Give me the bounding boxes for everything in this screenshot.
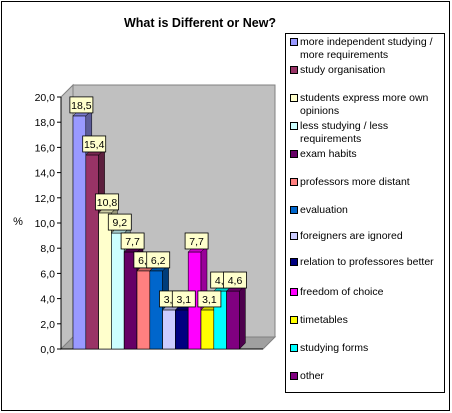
legend-item: relation to professores better (290, 256, 440, 269)
legend-swatch (290, 288, 298, 296)
side-wall (60, 83, 74, 351)
legend-swatch (290, 344, 298, 352)
legend-item: exam habits (290, 148, 440, 161)
data-label-box (171, 290, 196, 308)
legend-swatch (290, 178, 298, 186)
y-tick-label: 6,0 (40, 268, 55, 280)
data-label: 4,6 (228, 275, 243, 287)
legend-swatch (290, 94, 298, 102)
legend-item: study organisation (290, 64, 440, 77)
legend-item: less studying / less requirements (290, 120, 440, 145)
legend-label: exam habits (300, 148, 357, 160)
data-label: 7,7 (125, 236, 140, 248)
y-tick-label: 10,0 (35, 218, 56, 230)
legend-label: freedom of choice (300, 286, 384, 298)
bar-front (85, 154, 99, 350)
data-label-box (95, 193, 119, 211)
y-axis-label: % (13, 216, 23, 228)
legend-item: more independent studying / more require… (290, 36, 440, 61)
y-tick-label: 18,0 (35, 117, 56, 129)
legend-item: other (290, 370, 440, 383)
y-tick-label: 12,0 (35, 193, 56, 205)
legend: more independent studying / more require… (285, 33, 445, 393)
bar-front (162, 309, 176, 350)
legend-label: more independent studying / more require… (300, 36, 433, 61)
y-tick-label: 2,0 (40, 319, 55, 331)
bar-front (98, 212, 112, 350)
data-label: 18,5 (71, 100, 92, 112)
data-label: 3,1 (176, 294, 191, 306)
chart-title: What is Different or New? (124, 16, 276, 30)
legend-swatch (290, 150, 298, 158)
legend-label: study organisation (300, 64, 386, 76)
data-labels-group: 18,515,410,89,27,76,26,23,13,17,73,14,64… (69, 96, 247, 308)
legend-swatch (290, 206, 298, 214)
data-label-box (146, 251, 171, 269)
legend-swatch (290, 122, 298, 130)
data-label-box (107, 213, 132, 231)
y-tick-label: 8,0 (40, 243, 55, 255)
y-tick-label: 0,0 (40, 344, 55, 356)
legend-label: professors more distant (300, 176, 410, 188)
legend-item: evaluation (290, 204, 440, 217)
legend-swatch (290, 372, 298, 380)
legend-swatch (290, 316, 298, 324)
legend-label: other (300, 370, 324, 382)
legend-swatch (290, 38, 298, 46)
data-label: 7,7 (189, 236, 204, 248)
data-label-box (184, 232, 209, 250)
legend-item: timetables (290, 314, 440, 327)
legend-label: less studying / less requirements (300, 120, 389, 145)
y-tick-label: 16,0 (35, 142, 56, 154)
legend-item: freedom of choice (290, 286, 440, 299)
bar-front (149, 270, 163, 350)
bar-front (200, 309, 215, 350)
legend-swatch (290, 232, 298, 240)
legend-label: relation to professores better (300, 256, 434, 268)
legend-swatch (290, 258, 298, 266)
legend-label: foreigners are ignored (300, 230, 403, 242)
bar-side (239, 284, 246, 350)
data-label: 10,8 (97, 197, 118, 209)
data-label-box (69, 96, 94, 114)
legend-label: studying forms (300, 342, 369, 354)
legend-item: students express more own opinions (290, 92, 440, 117)
legend-label: students express more own opinions (300, 92, 429, 117)
data-label-box (120, 232, 145, 250)
data-label: 3,1 (202, 294, 217, 306)
bar-front (226, 290, 240, 350)
data-label-box (197, 290, 222, 308)
legend-label: timetables (300, 314, 348, 326)
legend-swatch (290, 66, 298, 74)
y-tick-label: 14,0 (35, 168, 56, 180)
data-label: 15,4 (84, 139, 105, 151)
y-tick-label: 20,0 (35, 92, 56, 104)
data-label-box (223, 271, 247, 289)
bar-front (111, 232, 125, 350)
legend-item: professors more distant (290, 176, 440, 189)
bar-front (175, 309, 189, 350)
y-tick-label: 4,0 (40, 294, 55, 306)
bar-front (136, 270, 151, 350)
data-label: 9,2 (112, 217, 127, 229)
data-label-box (82, 135, 107, 153)
legend-item: studying forms (290, 342, 440, 355)
data-label: 6,2 (151, 255, 166, 267)
legend-item: foreigners are ignored (290, 230, 440, 243)
legend-label: evaluation (300, 204, 348, 216)
